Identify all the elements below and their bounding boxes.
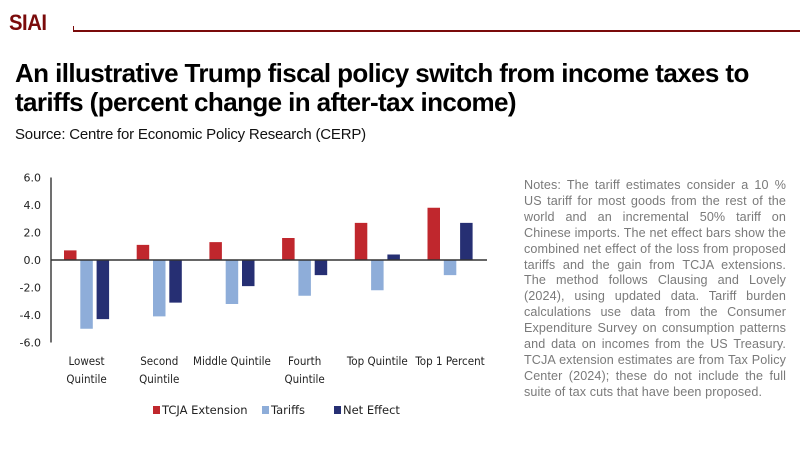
legend-swatch xyxy=(334,406,341,414)
y-tick-label: -6.0 xyxy=(20,337,41,350)
bars xyxy=(64,207,473,329)
x-category-label: Fourth xyxy=(288,354,321,368)
x-axis: Lowest Quintile Second Quintile Middle Quint… xyxy=(51,259,487,386)
bar-tariffs xyxy=(80,260,93,329)
bar-net-effect xyxy=(387,254,400,260)
y-tick-label: 4.0 xyxy=(24,199,42,212)
bar-tcja-extension xyxy=(64,250,77,260)
bar-net-effect xyxy=(460,222,473,260)
bar-tcja-extension xyxy=(354,222,368,260)
bar-net-effect xyxy=(314,260,328,276)
bar-tcja-extension xyxy=(136,244,150,260)
y-axis: 6.0 4.0 2.0 0.0 -2.0 -4.0 -6.0 xyxy=(20,172,52,350)
header-rule xyxy=(73,30,800,32)
legend: TCJA Extension Tariffs Net Effect xyxy=(153,403,400,417)
bar-tcja-extension xyxy=(427,207,440,260)
x-category-label: Top 1 Percent xyxy=(414,354,484,368)
bar-tariffs xyxy=(298,260,311,296)
x-category-label: Quintile xyxy=(66,372,106,386)
bar-tariffs xyxy=(153,260,166,317)
x-category-label: Lowest xyxy=(68,354,104,368)
legend-label: TCJA Extension xyxy=(161,403,248,417)
bar-tariffs xyxy=(371,260,384,291)
bar-tariffs xyxy=(225,260,239,304)
legend-label: Net Effect xyxy=(343,403,400,417)
x-category-label: Middle Quintile xyxy=(193,354,271,368)
legend-swatch xyxy=(153,406,160,414)
x-category-label: Second xyxy=(140,354,178,368)
x-category-label: Top Quintile xyxy=(346,354,408,368)
x-category-label: Quintile xyxy=(139,372,179,386)
slide-title: An illustrative Trump fiscal policy swit… xyxy=(15,58,749,117)
header-rule-tick xyxy=(73,26,74,31)
legend-swatch xyxy=(262,406,269,414)
bar-net-effect xyxy=(169,260,182,303)
y-tick-label: 2.0 xyxy=(24,227,42,240)
y-tick-label: 0.0 xyxy=(24,254,42,267)
bar-tariffs xyxy=(443,260,457,276)
x-category-label: Quintile xyxy=(284,372,324,386)
bar-tcja-extension xyxy=(282,238,295,260)
siai-logo: SIAI xyxy=(9,10,47,35)
y-tick-label: 6.0 xyxy=(24,172,42,185)
bar-net-effect xyxy=(96,260,110,320)
y-tick-label: -4.0 xyxy=(20,309,41,322)
bar-tcja-extension xyxy=(209,242,222,260)
legend-label: Tariffs xyxy=(270,403,305,417)
bar-net-effect xyxy=(242,260,255,287)
notes-text: Notes: The tariff estimates consider a 1… xyxy=(524,178,786,399)
y-tick-label: -2.0 xyxy=(20,282,41,295)
source-line: Source: Centre for Economic Policy Resea… xyxy=(15,126,366,143)
